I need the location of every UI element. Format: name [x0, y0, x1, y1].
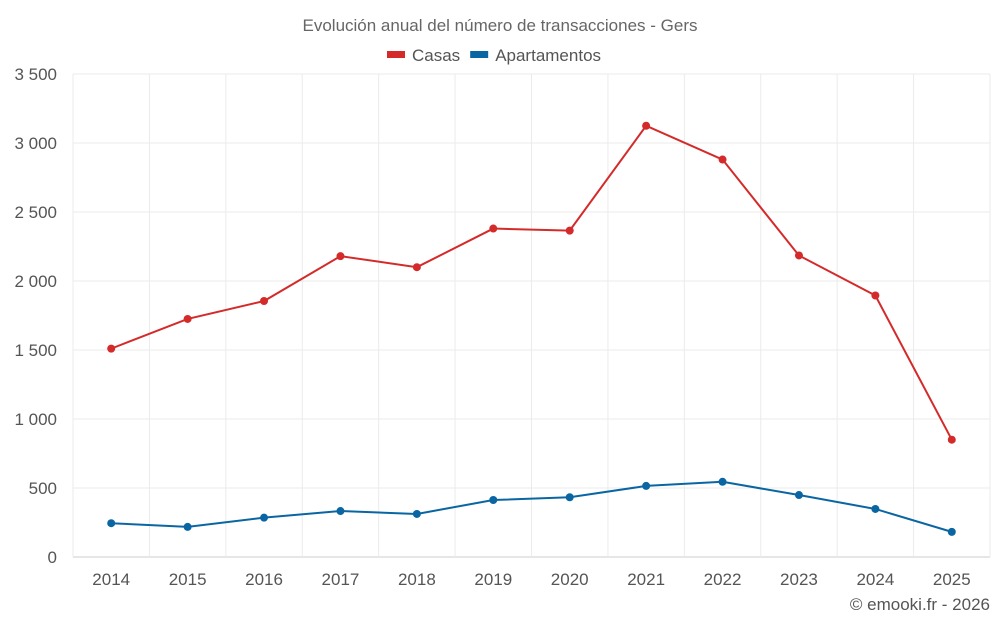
data-point-casas — [565, 226, 574, 235]
series-group — [107, 121, 956, 536]
series-line-apartamentos — [111, 480, 953, 533]
y-tick-label: 500 — [29, 479, 57, 498]
data-point-apartamentos — [489, 496, 498, 505]
y-tick-label: 2 500 — [14, 203, 57, 222]
data-point-casas — [947, 435, 956, 444]
data-point-casas — [183, 314, 192, 323]
y-axis: 0 500 1 000 1 500 2 000 2 500 3 000 3 500 — [14, 65, 57, 567]
y-tick-label: 3 500 — [14, 65, 57, 84]
x-axis: 2014 2015 2016 2017 2018 2019 2020 2021 2022 2023… — [92, 570, 970, 589]
chart-title: Evolución anual del número de transaccio… — [303, 16, 698, 35]
y-tick-label: 2 000 — [14, 272, 57, 291]
data-point-apartamentos — [947, 527, 956, 536]
x-tick-label: 2014 — [92, 570, 130, 589]
data-point-casas — [260, 297, 269, 306]
x-tick-label: 2017 — [322, 570, 360, 589]
y-tick-label: 3 000 — [14, 134, 57, 153]
legend-swatch-apartamentos — [470, 51, 489, 58]
footer-credit: © emooki.fr - 2026 — [850, 595, 990, 614]
legend-label: Casas — [412, 46, 460, 65]
data-point-casas — [489, 224, 498, 233]
x-tick-label: 2024 — [856, 570, 894, 589]
data-point-apartamentos — [412, 509, 421, 518]
x-tick-label: 2019 — [474, 570, 512, 589]
x-tick-label: 2023 — [780, 570, 818, 589]
data-point-casas — [107, 344, 116, 353]
x-tick-label: 2021 — [627, 570, 665, 589]
grid — [72, 73, 991, 558]
data-point-apartamentos — [183, 522, 192, 531]
data-point-apartamentos — [794, 491, 803, 500]
x-tick-label: 2022 — [704, 570, 742, 589]
data-point-apartamentos — [871, 504, 880, 513]
data-point-casas — [794, 251, 803, 260]
y-tick-label: 1 500 — [14, 341, 57, 360]
legend-label: Apartamentos — [495, 46, 601, 65]
data-point-casas — [871, 291, 880, 300]
x-tick-label: 2015 — [169, 570, 207, 589]
legend: Casas Apartamentos — [387, 46, 601, 65]
data-point-apartamentos — [718, 477, 727, 486]
y-tick-label: 1 000 — [14, 410, 57, 429]
x-tick-label: 2020 — [551, 570, 589, 589]
data-point-apartamentos — [336, 507, 345, 516]
data-point-casas — [718, 155, 727, 164]
data-point-casas — [336, 252, 345, 261]
data-point-apartamentos — [260, 513, 269, 522]
series-line-casas — [110, 124, 953, 441]
legend-swatch-casas — [387, 51, 405, 58]
x-tick-label: 2025 — [933, 570, 971, 589]
x-tick-label: 2018 — [398, 570, 436, 589]
data-point-casas — [412, 263, 421, 272]
data-point-apartamentos — [642, 481, 651, 490]
y-tick-label: 0 — [48, 548, 57, 567]
data-point-apartamentos — [107, 519, 116, 528]
x-tick-label: 2016 — [245, 570, 283, 589]
data-point-apartamentos — [565, 493, 574, 502]
data-point-casas — [642, 121, 651, 130]
